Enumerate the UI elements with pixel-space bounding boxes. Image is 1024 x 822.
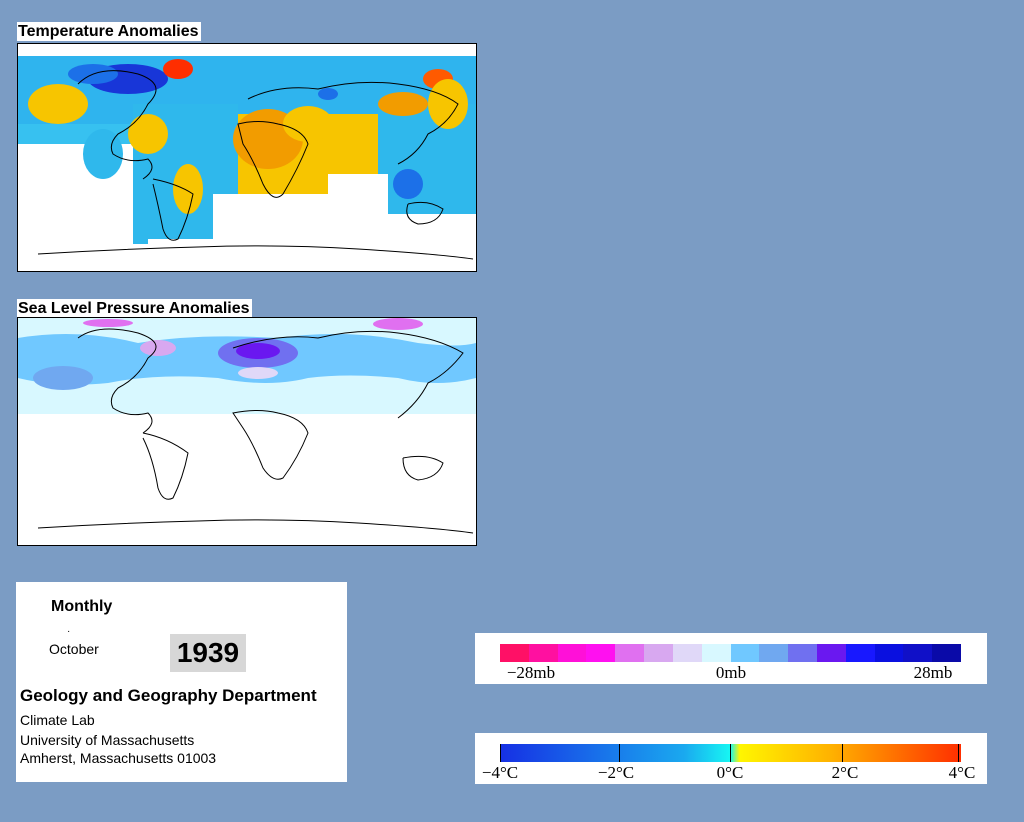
pressure-color-swatch	[874, 644, 904, 662]
pressure-color-swatch	[845, 644, 875, 662]
temperature-legend-zero: 0°C	[716, 763, 744, 782]
separator-dot: ·	[67, 626, 71, 637]
pressure-color-swatch	[644, 644, 673, 662]
legend-tick	[958, 744, 959, 762]
pressure-anomaly-map	[17, 317, 477, 546]
pressure-legend: −28mb 0mb 28mb	[475, 633, 987, 684]
pressure-color-swatch	[557, 644, 587, 662]
temperature-legend-plus2: 2°C	[831, 763, 859, 782]
period-label: Monthly	[51, 598, 113, 615]
temperature-anomaly-map	[17, 43, 477, 272]
pressure-color-swatch	[759, 644, 789, 662]
pressure-legend-max: 28mb	[913, 663, 953, 682]
pressure-color-swatch	[903, 644, 933, 662]
university-name: University of Massachusetts	[20, 732, 195, 748]
legend-tick	[500, 744, 501, 762]
address: Amherst, Massachusetts 01003	[20, 750, 217, 766]
pressure-color-swatch	[615, 644, 645, 662]
pressure-color-swatch	[672, 644, 702, 662]
pressure-map-title: Sea Level Pressure Anomalies	[17, 299, 252, 318]
temperature-legend-plus4: 4°C	[948, 763, 976, 782]
pressure-color-swatch	[528, 644, 558, 662]
pressure-legend-min: −28mb	[506, 663, 556, 682]
pressure-color-swatch	[816, 644, 846, 662]
legend-tick	[730, 744, 731, 762]
pressure-color-swatch	[586, 644, 616, 662]
year-display: 1939	[170, 634, 246, 672]
temperature-legend: −4°C −2°C 0°C 2°C 4°C	[475, 733, 987, 784]
temperature-legend-minus4: −4°C	[481, 763, 519, 782]
temperature-map-title: Temperature Anomalies	[17, 22, 201, 41]
pressure-color-swatch	[500, 644, 529, 662]
pressure-color-swatch	[932, 644, 961, 662]
pressure-color-swatch	[730, 644, 760, 662]
pressure-legend-zero: 0mb	[715, 663, 747, 682]
legend-tick	[842, 744, 843, 762]
pressure-color-scale	[500, 644, 961, 662]
month-label: October	[49, 641, 99, 657]
lab-name: Climate Lab	[20, 712, 95, 728]
department-name: Geology and Geography Department	[20, 686, 317, 705]
pressure-color-swatch	[701, 644, 731, 662]
temperature-legend-minus2: −2°C	[597, 763, 635, 782]
info-panel: Monthly · October 1939 Geology and Geogr…	[16, 582, 347, 782]
legend-tick	[619, 744, 620, 762]
pressure-color-swatch	[788, 644, 817, 662]
